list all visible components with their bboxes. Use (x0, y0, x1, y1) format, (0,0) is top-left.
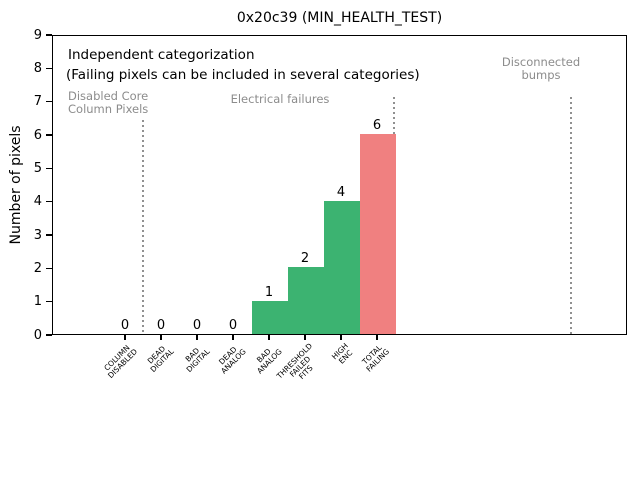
y-tick-label: 3 (33, 227, 42, 243)
x-tick-label: DEAD ANALOG (216, 344, 248, 376)
annotation-failing-pixels-note: (Failing pixels can be included in sever… (66, 67, 420, 83)
x-tick-mark (304, 335, 306, 340)
y-tick-mark (46, 34, 52, 36)
x-tick-label: COLUMN DISABLED (102, 343, 140, 381)
x-tick-label: DEAD DIGITAL (145, 344, 176, 375)
bar-value-label: 0 (192, 318, 202, 333)
bar-value-label: 0 (228, 318, 238, 333)
y-axis-label: Number of pixels (8, 125, 24, 245)
section-separator-line (142, 120, 144, 334)
x-tick-mark (268, 335, 270, 340)
bar-value-label: 1 (264, 284, 274, 300)
bar-bad-analog (252, 300, 288, 334)
y-tick-mark (46, 200, 52, 203)
y-tick-mark (46, 267, 52, 270)
section-separator-line (570, 97, 572, 334)
y-tick-mark (46, 300, 52, 303)
y-tick-mark (46, 67, 52, 70)
x-tick-label: HIGH ENC (329, 341, 354, 366)
section-label-disconnected-bumps: Disconnected bumps (501, 55, 581, 82)
y-tick-mark (46, 134, 52, 136)
y-tick-label: 8 (33, 60, 42, 76)
y-tick-label: 9 (33, 27, 42, 43)
x-tick-label: THRESHOLD FAILED FITS (274, 341, 315, 382)
x-tick-mark (160, 335, 162, 340)
x-tick-mark (376, 335, 378, 340)
chart-title: 0x20c39 (MIN_HEALTH_TEST) (236, 10, 443, 26)
section-label-electrical-failures: Electrical failures (230, 92, 330, 106)
bar-total-failing (360, 134, 396, 334)
y-tick-label: 1 (33, 294, 42, 310)
y-tick-label: 5 (33, 160, 42, 176)
y-tick-mark (46, 100, 52, 103)
annotation-independent-categorization: Independent categorization (68, 47, 255, 63)
y-tick-label: 6 (33, 127, 42, 143)
x-tick-mark (232, 335, 234, 340)
bar-high-enc (324, 200, 360, 334)
bar-value-label: 2 (300, 251, 310, 267)
section-label-disabled-core-column-pixels: Disabled Core Column Pixels (68, 89, 149, 116)
x-tick-label: BAD DIGITAL (183, 345, 212, 375)
y-tick-label: 2 (33, 260, 42, 276)
bar-value-label: 6 (372, 118, 382, 133)
y-tick-label: 0 (33, 327, 42, 343)
bar-value-label: 0 (120, 318, 130, 333)
plot-area: Independent categorization (Failing pixe… (52, 35, 627, 335)
x-tick-label: TOTAL FAILING (360, 343, 392, 374)
y-tick-label: 4 (33, 194, 42, 210)
y-tick-mark (46, 234, 52, 236)
y-tick-mark (46, 167, 52, 170)
bar-value-label: 4 (336, 184, 346, 200)
y-tick-mark (46, 334, 52, 336)
x-tick-mark (124, 335, 126, 340)
x-tick-mark (196, 335, 198, 340)
bar-threshold-failed-fits (288, 267, 324, 334)
x-tick-mark (340, 335, 342, 340)
y-tick-label: 7 (33, 94, 42, 110)
bar-value-label: 0 (156, 318, 166, 333)
